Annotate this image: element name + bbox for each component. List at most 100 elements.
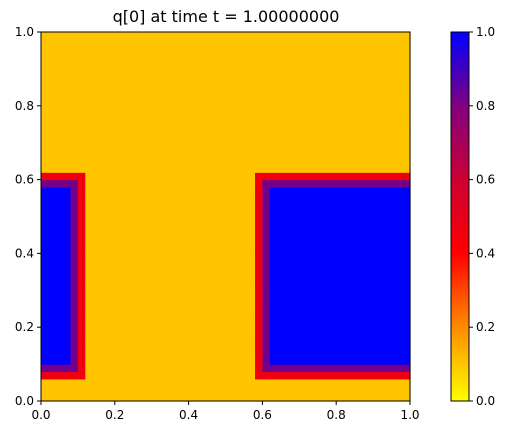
heatmap-cell: [321, 127, 330, 136]
heatmap-cell: [395, 39, 404, 48]
heatmap-cell: [328, 246, 337, 254]
heatmap-cell: [48, 327, 57, 336]
heatmap-cell: [181, 150, 190, 159]
heatmap-cell: [321, 334, 330, 343]
heatmap-cell: [291, 91, 300, 100]
heatmap-cell: [48, 246, 57, 254]
heatmap-cell: [195, 371, 204, 380]
heatmap-cell: [306, 253, 315, 262]
heatmap-cell: [151, 91, 160, 100]
heatmap-cell: [107, 312, 116, 321]
heatmap-cell: [85, 46, 94, 55]
heatmap-cell: [395, 223, 404, 232]
heatmap-cell: [358, 120, 367, 129]
heatmap-cell: [210, 275, 219, 284]
heatmap-cell: [284, 319, 293, 328]
heatmap-cell: [321, 194, 330, 203]
heatmap-cell: [306, 135, 315, 144]
heatmap-cell: [350, 201, 359, 210]
heatmap-cell: [144, 334, 153, 343]
heatmap-cell: [255, 46, 263, 55]
heatmap-cell: [328, 150, 337, 159]
heatmap-cell: [314, 54, 323, 63]
heatmap-cell: [262, 268, 271, 277]
heatmap-cell: [373, 172, 382, 181]
heatmap-cell: [195, 135, 204, 144]
heatmap-cell: [336, 334, 345, 343]
heatmap-cell: [232, 386, 241, 395]
heatmap-cell: [291, 186, 300, 195]
heatmap-cell: [387, 216, 396, 225]
heatmap-cell: [343, 68, 352, 77]
heatmap-cell: [387, 246, 396, 254]
heatmap-cell: [328, 76, 337, 85]
heatmap-cell: [41, 327, 49, 336]
heatmap-cell: [70, 231, 79, 240]
heatmap-cell: [314, 105, 323, 114]
heatmap-cell: [225, 297, 234, 306]
heatmap-cell: [291, 142, 300, 151]
heatmap-cell: [247, 194, 256, 203]
heatmap-cell: [358, 297, 367, 306]
heatmap-cell: [166, 282, 175, 291]
heatmap-cell: [343, 231, 352, 240]
heatmap-cell: [343, 46, 352, 55]
heatmap-cell: [380, 32, 389, 40]
heatmap-cell: [247, 327, 256, 336]
heatmap-cell: [122, 268, 131, 277]
heatmap-cell: [255, 282, 263, 291]
heatmap-cell: [48, 209, 57, 218]
heatmap-cell: [41, 61, 49, 70]
heatmap-cell: [358, 179, 367, 188]
heatmap-cell: [240, 68, 249, 77]
heatmap-cell: [159, 319, 168, 328]
heatmap-cell: [203, 150, 212, 159]
heatmap-cell: [173, 186, 182, 195]
heatmap-cell: [321, 216, 330, 225]
heatmap-cell: [48, 186, 57, 195]
heatmap-cell: [277, 54, 286, 63]
heatmap-cell: [195, 91, 204, 100]
heatmap-cell: [203, 120, 212, 129]
heatmap-cell: [114, 305, 123, 314]
heatmap-cell: [129, 54, 138, 63]
heatmap-cell: [210, 113, 219, 122]
heatmap-cell: [291, 76, 300, 85]
heatmap-cell: [255, 260, 263, 269]
heatmap-cell: [395, 142, 404, 151]
heatmap-cell: [159, 246, 168, 254]
heatmap-cell: [380, 319, 389, 328]
heatmap-cell: [314, 216, 323, 225]
heatmap-cell: [365, 142, 374, 151]
heatmap-cell: [129, 253, 138, 262]
heatmap-cell: [291, 54, 300, 63]
heatmap-cell: [291, 349, 300, 358]
heatmap-cell: [114, 246, 123, 254]
heatmap-cell: [70, 98, 79, 107]
heatmap-cell: [387, 98, 396, 107]
heatmap-cell: [188, 268, 197, 277]
heatmap-cell: [358, 223, 367, 232]
heatmap-cell: [277, 290, 286, 299]
heatmap-cell: [210, 142, 219, 151]
heatmap-cell: [247, 386, 256, 395]
heatmap-cell: [387, 83, 396, 92]
heatmap-cell: [55, 68, 64, 77]
heatmap-cell: [232, 364, 241, 373]
heatmap-cell: [321, 172, 330, 181]
heatmap-cell: [343, 164, 352, 173]
heatmap-cell: [232, 223, 241, 232]
heatmap-cell: [218, 268, 227, 277]
heatmap-cell: [122, 275, 131, 284]
heatmap-cell: [195, 275, 204, 284]
heatmap-cell: [343, 209, 352, 218]
heatmap-cell: [373, 349, 382, 358]
heatmap-cell: [136, 142, 145, 151]
heatmap-cell: [284, 164, 293, 173]
heatmap-cell: [262, 386, 271, 395]
heatmap-cell: [63, 186, 72, 195]
heatmap-cell: [358, 356, 367, 365]
heatmap-cell: [232, 209, 241, 218]
heatmap-cell: [203, 341, 212, 350]
heatmap-cell: [173, 113, 182, 122]
